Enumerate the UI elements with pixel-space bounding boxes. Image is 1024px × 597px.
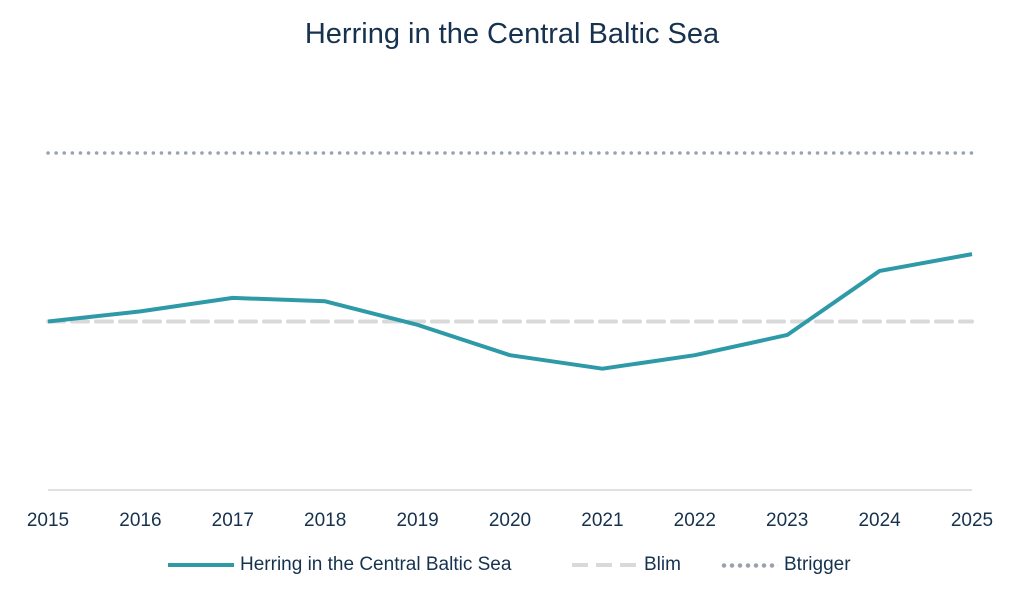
x-tick-labels: 2015 2016 2017 2018 2019 2020 2021 2022 2023 2024… [27, 510, 993, 531]
legend-item-btrigger: Btrigger [720, 552, 851, 578]
legend-item-blim: Blim [572, 552, 681, 578]
x-tick-label: 2023 [766, 510, 808, 531]
x-tick-label: 2021 [581, 510, 623, 531]
x-tick-label: 2018 [304, 510, 346, 531]
x-tick-label: 2016 [119, 510, 161, 531]
x-tick-label: 2019 [396, 510, 438, 531]
legend-label: Herring in the Central Baltic Sea [240, 554, 512, 575]
x-tick-label: 2024 [858, 510, 901, 531]
x-tick-label: 2020 [489, 510, 531, 531]
x-tick-label: 2015 [27, 510, 69, 531]
series-lines [47, 252, 973, 371]
legend-label: Btrigger [784, 554, 851, 575]
x-tick-label: 2025 [951, 510, 993, 531]
x-tick-label: 2022 [674, 510, 716, 531]
legend-item-herring-in-the-central-baltic-sea: Herring in the Central Baltic Sea [168, 552, 511, 578]
legend-swatch [168, 563, 234, 567]
legend-label: Blim [644, 554, 681, 575]
series-line-herring [47, 252, 973, 371]
legend-swatch [572, 563, 638, 567]
x-tick-label: 2017 [212, 510, 254, 531]
legend-swatch [720, 562, 778, 568]
chart-title: Herring in the Central Baltic Sea [304, 18, 720, 50]
legend: Herring in the Central Baltic Sea Blim Btr… [0, 552, 1024, 578]
reference-lines [46, 151, 974, 324]
